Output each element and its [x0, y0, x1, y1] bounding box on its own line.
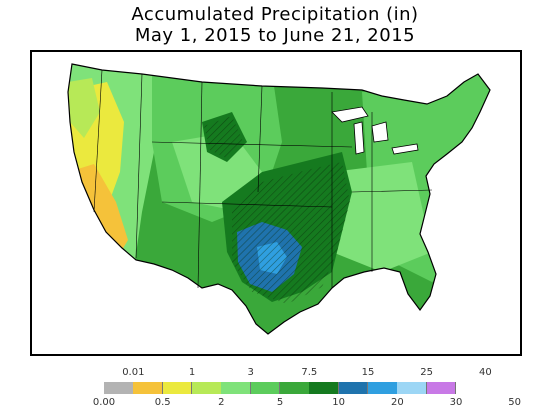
legend-label-top: 25	[420, 367, 434, 378]
legend-label-bottom: 30	[449, 397, 463, 408]
legend-label-bottom: 20	[390, 397, 404, 408]
legend-label-bottom: 2	[218, 397, 225, 408]
legend-label-bottom: 10	[332, 397, 346, 408]
precipitation-map	[67, 63, 491, 335]
legend-swatch	[368, 382, 398, 394]
legend-label-top: 1	[188, 367, 196, 378]
legend-swatch	[162, 382, 193, 394]
legend-swatch	[221, 382, 252, 394]
legend-label-bottom: 0.00	[92, 397, 116, 408]
map-title-line1: Accumulated Precipitation (in)	[131, 4, 419, 25]
legend-label-top: 3	[247, 367, 254, 378]
legend-swatch	[338, 382, 369, 394]
legend-label-top: 15	[361, 367, 375, 378]
legend-label-top: 0.01	[122, 367, 145, 378]
map-title-line2: May 1, 2015 to June 21, 2015	[134, 25, 416, 46]
legend-swatch	[309, 382, 340, 394]
precipitation-legend-bar	[104, 382, 457, 394]
legend-swatch	[426, 382, 457, 394]
legend-swatch	[250, 382, 281, 394]
legend-label-bottom: 50	[508, 397, 522, 408]
legend-label-bottom: 5	[276, 397, 284, 408]
legend-swatch	[280, 382, 310, 394]
legend-label-bottom: 0.5	[154, 397, 171, 408]
legend-swatch	[397, 382, 428, 394]
map-frame	[30, 50, 522, 356]
legend-swatch	[104, 382, 134, 394]
legend-swatch	[192, 382, 222, 394]
legend-swatch	[133, 382, 164, 394]
legend-label-top: 7.5	[301, 367, 318, 378]
legend-label-top: 40	[478, 367, 492, 378]
